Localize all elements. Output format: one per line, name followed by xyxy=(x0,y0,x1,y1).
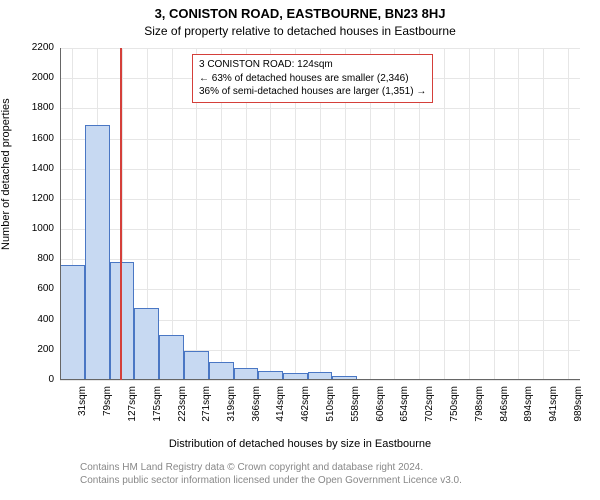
histogram-bar xyxy=(60,265,85,380)
grid-line-v xyxy=(469,48,470,380)
x-tick-label: 989sqm xyxy=(573,386,584,436)
y-tick-label: 600 xyxy=(0,283,54,294)
y-tick-label: 1200 xyxy=(0,193,54,204)
x-tick-label: 798sqm xyxy=(474,386,485,436)
annotation-line-3: 36% of semi-detached houses are larger (… xyxy=(199,85,426,99)
grid-line-v xyxy=(172,48,173,380)
grid-line-v xyxy=(494,48,495,380)
y-tick-label: 1800 xyxy=(0,102,54,113)
x-tick-label: 606sqm xyxy=(375,386,386,436)
y-tick-label: 200 xyxy=(0,344,54,355)
x-tick-label: 79sqm xyxy=(102,386,113,436)
y-axis-line xyxy=(60,48,61,380)
y-tick-label: 1600 xyxy=(0,133,54,144)
annotation-line-2: ← 63% of detached houses are smaller (2,… xyxy=(199,72,426,86)
x-tick-label: 846sqm xyxy=(499,386,510,436)
x-tick-label: 510sqm xyxy=(325,386,336,436)
chart-title: 3, CONISTON ROAD, EASTBOURNE, BN23 8HJ xyxy=(0,6,600,21)
x-tick-label: 366sqm xyxy=(251,386,262,436)
y-tick-label: 800 xyxy=(0,253,54,264)
histogram-bar xyxy=(184,351,209,380)
x-tick-label: 750sqm xyxy=(449,386,460,436)
x-tick-label: 702sqm xyxy=(424,386,435,436)
x-tick-label: 462sqm xyxy=(300,386,311,436)
attribution-line-1: Contains HM Land Registry data © Crown c… xyxy=(80,462,590,475)
y-tick-label: 1000 xyxy=(0,223,54,234)
x-tick-label: 271sqm xyxy=(201,386,212,436)
x-tick-label: 941sqm xyxy=(548,386,559,436)
x-tick-label: 894sqm xyxy=(523,386,534,436)
x-tick-label: 319sqm xyxy=(226,386,237,436)
x-tick-label: 175sqm xyxy=(152,386,163,436)
annotation-line-1: 3 CONISTON ROAD: 124sqm xyxy=(199,58,426,72)
y-tick-label: 0 xyxy=(0,374,54,385)
y-tick-label: 400 xyxy=(0,314,54,325)
histogram-bar xyxy=(134,308,159,380)
histogram-bar xyxy=(209,362,234,380)
x-tick-label: 127sqm xyxy=(127,386,138,436)
grid-line-v xyxy=(444,48,445,380)
x-tick-label: 558sqm xyxy=(350,386,361,436)
plot-area: 3 CONISTON ROAD: 124sqm← 63% of detached… xyxy=(60,48,580,380)
histogram-bar xyxy=(159,335,184,380)
grid-line-v xyxy=(568,48,569,380)
x-axis-line xyxy=(60,379,580,380)
x-tick-label: 414sqm xyxy=(275,386,286,436)
y-tick-label: 2200 xyxy=(0,42,54,53)
grid-line-h xyxy=(60,380,580,381)
histogram-bar xyxy=(85,125,110,380)
attribution-line-2: Contains public sector information licen… xyxy=(80,475,590,488)
grid-line-v xyxy=(543,48,544,380)
x-axis-label: Distribution of detached houses by size … xyxy=(0,438,600,450)
x-tick-label: 654sqm xyxy=(399,386,410,436)
chart-container: { "title_line1": "3, CONISTON ROAD, EAST… xyxy=(0,0,600,500)
histogram-bar xyxy=(110,262,135,380)
marker-line xyxy=(120,48,122,380)
grid-line-v xyxy=(518,48,519,380)
y-tick-label: 1400 xyxy=(0,163,54,174)
x-tick-label: 31sqm xyxy=(77,386,88,436)
annotation-box: 3 CONISTON ROAD: 124sqm← 63% of detached… xyxy=(192,54,433,103)
y-tick-label: 2000 xyxy=(0,72,54,83)
x-tick-label: 223sqm xyxy=(177,386,188,436)
chart-subtitle: Size of property relative to detached ho… xyxy=(0,24,600,38)
attribution: Contains HM Land Registry data © Crown c… xyxy=(80,462,590,487)
